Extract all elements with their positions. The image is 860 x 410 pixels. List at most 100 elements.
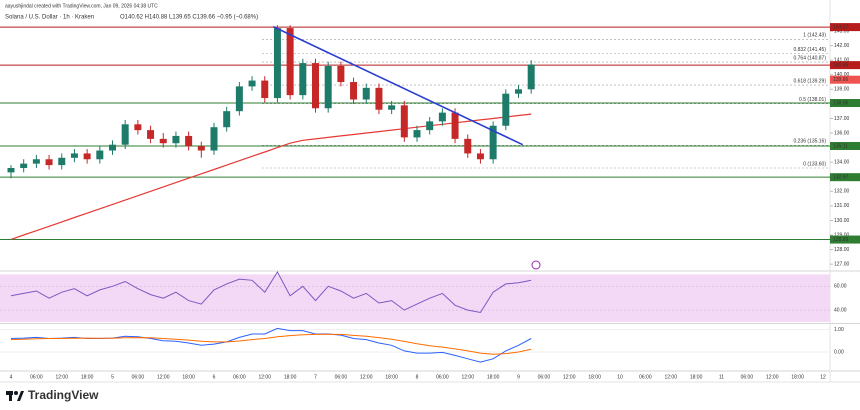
y-tick-label: 128.00: [834, 247, 850, 253]
rsi-band: [0, 274, 830, 322]
candle-body: [515, 89, 522, 94]
candle-body: [324, 66, 332, 109]
candle-body: [7, 168, 15, 173]
candle-body: [312, 63, 319, 109]
price-tag: [830, 61, 860, 70]
x-tick-label: 10: [617, 374, 623, 380]
price-tag-label: 132.97: [833, 175, 849, 181]
candle-body: [476, 153, 484, 160]
x-tick-label: 18:00: [690, 374, 703, 380]
y-tick-label: 130.00: [834, 218, 850, 224]
candle-body: [299, 63, 307, 96]
y-tick-label: 142.00: [834, 43, 850, 49]
fib-label: 0 (133.60): [803, 161, 826, 167]
price-tag: [830, 75, 860, 84]
macd-tick-label: 0.00: [834, 349, 844, 355]
candle-body: [109, 144, 116, 151]
x-tick-label: 18:00: [385, 374, 398, 380]
rsi-tick-label: 60.00: [834, 284, 847, 290]
logo-shape: [9, 391, 12, 401]
candle-body: [502, 93, 510, 126]
candle-body: [438, 112, 446, 122]
macd-line: [10, 333, 532, 355]
x-tick-label: 18:00: [588, 374, 601, 380]
candle-body: [527, 64, 535, 90]
chart-title: Solana / U.S. Dollar · 1h · Kraken: [5, 15, 94, 21]
x-tick-label: 18:00: [487, 374, 500, 380]
candle-body: [350, 82, 358, 100]
rsi-line: [10, 271, 532, 314]
price-tag: [830, 99, 860, 108]
candle-body: [58, 157, 66, 166]
candle-body: [70, 153, 78, 158]
x-tick-label: 7: [314, 374, 317, 380]
candle-body: [248, 80, 256, 87]
candle-body: [451, 112, 459, 139]
candle-body: [147, 130, 155, 139]
y-tick-label: 136.00: [834, 130, 850, 136]
candle-body: [96, 150, 104, 160]
brand: TradingView: [28, 388, 99, 402]
candle-body: [388, 105, 396, 110]
candle-body: [83, 153, 91, 160]
x-tick-label: 4: [10, 374, 13, 380]
candle-body: [464, 138, 472, 154]
x-tick-label: 12:00: [461, 374, 474, 380]
fib-label: 0.764 (140.87): [793, 55, 826, 61]
candle-body: [235, 86, 243, 112]
fib-label: 1 (142.43): [803, 33, 826, 39]
candle-body: [197, 146, 205, 151]
y-tick-label: 143.00: [834, 28, 850, 34]
candle-body: [362, 87, 370, 100]
x-tick-label: 5: [111, 374, 114, 380]
x-tick-label: 12:00: [360, 374, 373, 380]
y-tick-label: 134.00: [834, 159, 850, 165]
y-tick-label: 129.00: [834, 232, 850, 238]
x-tick-label: 12:00: [157, 374, 170, 380]
candle-body: [273, 28, 281, 99]
candle-body: [400, 105, 408, 138]
fib-label: 0.5 (138.01): [799, 97, 826, 103]
candle-body: [426, 121, 434, 131]
x-tick-label: 12:00: [258, 374, 271, 380]
logo-shape: [14, 391, 18, 395]
x-tick-label: 18:00: [81, 374, 94, 380]
y-tick-label: 127.00: [834, 261, 850, 267]
fib-label: 0.832 (141.45): [793, 47, 826, 53]
rsi-tick-label: 40.00: [834, 307, 847, 313]
candle-body: [45, 159, 53, 166]
price-tag-label: 138.06: [833, 100, 849, 106]
candle-body: [489, 125, 497, 160]
x-tick-label: 11: [719, 374, 724, 380]
ema-line: [10, 113, 532, 240]
x-tick-label: 12: [820, 374, 826, 380]
x-tick-label: 06:00: [132, 374, 145, 380]
x-tick-label: 18:00: [284, 374, 297, 380]
fib-label: 0.618 (139.29): [793, 78, 826, 84]
attribution: aayushjindal created with TradingView.co…: [5, 3, 158, 9]
y-tick-label: 140.00: [834, 72, 850, 78]
candle-body: [337, 66, 345, 83]
x-tick-label: 18:00: [182, 374, 195, 380]
y-tick-label: 137.00: [834, 116, 850, 122]
price-tag-label: 143.27: [833, 24, 849, 30]
x-tick-label: 18:00: [791, 374, 804, 380]
price-tag-label: 128.69: [833, 237, 849, 243]
candle-body: [413, 130, 421, 138]
x-tick-label: 06:00: [538, 374, 551, 380]
y-tick-label: 131.00: [834, 203, 850, 209]
x-tick-label: 12:00: [664, 374, 677, 380]
y-tick-label: 132.00: [834, 189, 850, 195]
price-tag-label: 140.66: [833, 62, 849, 68]
y-tick-label: 139.00: [834, 87, 850, 93]
alert-icon: [531, 260, 541, 270]
candle-body: [172, 135, 180, 144]
candle-body: [20, 163, 28, 168]
x-tick-label: 06:00: [639, 374, 652, 380]
trendline: [272, 25, 524, 146]
y-tick-label: 141.00: [834, 57, 850, 63]
fib-label: 0.236 (135.16): [793, 139, 826, 145]
candle-body: [32, 159, 40, 164]
